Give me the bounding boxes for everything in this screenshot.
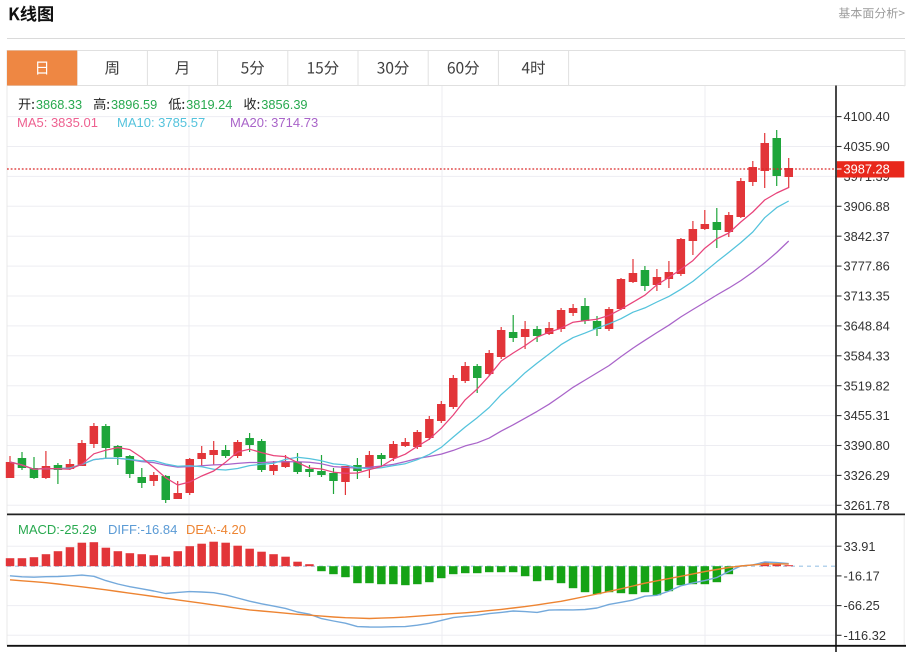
svg-text:3455.31: 3455.31 bbox=[844, 408, 890, 423]
svg-text:MA20: 3714.73: MA20: 3714.73 bbox=[230, 115, 318, 130]
svg-text:33.91: 33.91 bbox=[844, 539, 876, 554]
svg-text:DEA:-4.20: DEA:-4.20 bbox=[186, 522, 246, 537]
svg-text:3326.29: 3326.29 bbox=[844, 468, 890, 483]
svg-text:3868.33: 3868.33 bbox=[36, 97, 82, 112]
svg-text:3713.35: 3713.35 bbox=[844, 289, 890, 304]
svg-text:MACD:-25.29: MACD:-25.29 bbox=[18, 522, 97, 537]
svg-text:3856.39: 3856.39 bbox=[261, 97, 307, 112]
svg-text:3261.78: 3261.78 bbox=[844, 498, 890, 513]
svg-text:3906.88: 3906.88 bbox=[844, 199, 890, 214]
svg-text:MA5: 3835.01: MA5: 3835.01 bbox=[17, 115, 98, 130]
svg-text:3519.82: 3519.82 bbox=[844, 378, 890, 393]
svg-text:-16.17: -16.17 bbox=[844, 569, 880, 584]
svg-text:4035.90: 4035.90 bbox=[844, 139, 890, 154]
svg-text:3390.80: 3390.80 bbox=[844, 438, 890, 453]
svg-text:3842.37: 3842.37 bbox=[844, 229, 890, 244]
svg-text:MA10: 3785.57: MA10: 3785.57 bbox=[117, 115, 205, 130]
svg-text:4100.40: 4100.40 bbox=[844, 109, 890, 124]
svg-text:3648.84: 3648.84 bbox=[844, 319, 890, 334]
svg-text:3987.28: 3987.28 bbox=[844, 162, 890, 177]
svg-text:3819.24: 3819.24 bbox=[186, 97, 232, 112]
svg-text:3896.59: 3896.59 bbox=[111, 97, 157, 112]
svg-text:3777.86: 3777.86 bbox=[844, 259, 890, 274]
svg-text:-66.25: -66.25 bbox=[844, 598, 880, 613]
svg-text:3584.33: 3584.33 bbox=[844, 348, 890, 363]
svg-text:-116.32: -116.32 bbox=[844, 628, 886, 643]
svg-text:DIFF:-16.84: DIFF:-16.84 bbox=[108, 522, 177, 537]
